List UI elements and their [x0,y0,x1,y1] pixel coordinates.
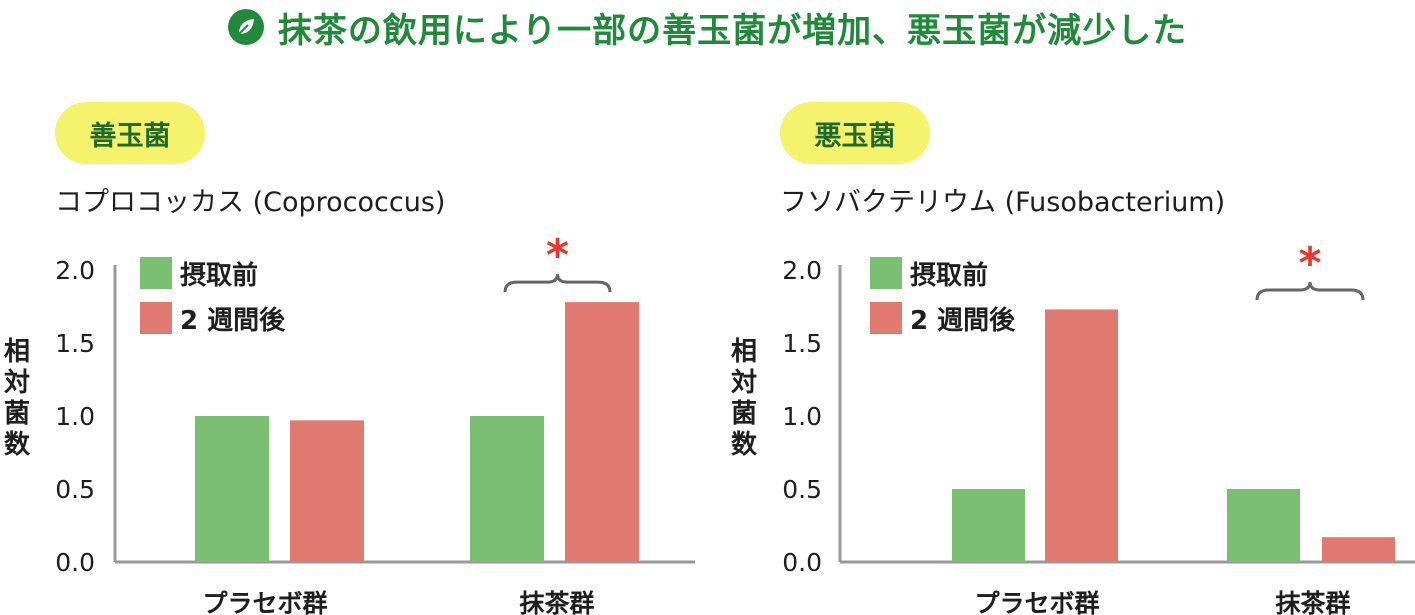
x-category-label: プラセボ群 [202,589,327,615]
bar-after [290,420,364,562]
bar-after [1045,309,1118,562]
bar-chart: 2.0 1.5 1.0 0.5 0.0 プラセボ群 抹茶群 摂取前 2 週間後 * [782,238,1415,615]
y-tick-label: 0.5 [782,475,822,504]
y-axis-label: 相対菌数 [730,337,757,460]
bar-chart: 2.0 1.5 1.0 0.5 0.0 プラセボ群 抹茶群 摂取前 2 週間後 * [55,230,695,615]
category-badge: 悪玉菌 [780,102,930,164]
category-badge: 善玉菌 [55,102,205,164]
bar-before [470,416,544,562]
bar-before [952,489,1025,562]
significance-brace [503,274,612,293]
y-tick-label: 2.0 [782,256,822,285]
y-tick-label: 0.5 [55,475,95,504]
x-category-label: プラセボ群 [974,589,1099,615]
page-title: 抹茶の飲用により一部の善玉菌が増加、悪玉菌が減少した [277,10,1188,51]
x-category-label: 抹茶群 [1275,589,1350,615]
significance-star: * [546,230,569,281]
legend-swatch [870,302,902,334]
legend-label: 2 週間後 [180,305,286,336]
legend-swatch [140,302,172,334]
y-tick-label: 1.5 [55,329,95,358]
y-tick-label: 0.0 [55,548,95,577]
legend-label: 摂取前 [180,260,258,291]
bar-before [1227,489,1300,562]
leaf-icon [227,9,264,45]
legend-swatch [140,257,172,289]
legend-swatch [870,257,902,289]
chart-panel-good-bacteria: 善玉菌 コプロコッカス (Coprococcus) 相対菌数 2.0 1.5 1.0… [0,0,700,615]
legend-label: 2 週間後 [910,305,1016,336]
y-tick-label: 2.0 [55,256,95,285]
y-tick-label: 0.0 [782,548,822,577]
x-category-label: 抹茶群 [519,589,594,615]
chart-title: フソバクテリウム (Fusobacterium) [780,187,1226,218]
legend-label: 摂取前 [910,260,988,291]
bar-after [1322,537,1395,562]
y-tick-label: 1.0 [782,402,822,431]
chart-title: コプロコッカス (Coprococcus) [55,187,446,218]
y-tick-label: 1.0 [55,402,95,431]
bar-before [195,416,269,562]
y-axis-label: 相対菌数 [3,337,30,460]
bar-after [565,302,639,562]
significance-star: * [1298,238,1321,289]
significance-brace [1255,281,1365,301]
page-header: 抹茶の飲用により一部の善玉菌が増加、悪玉菌が減少した [0,4,1415,51]
y-tick-label: 1.5 [782,329,822,358]
chart-panel-bad-bacteria: 悪玉菌 フソバクテリウム (Fusobacterium) 相対菌数 2.0 1.5… [715,0,1415,615]
